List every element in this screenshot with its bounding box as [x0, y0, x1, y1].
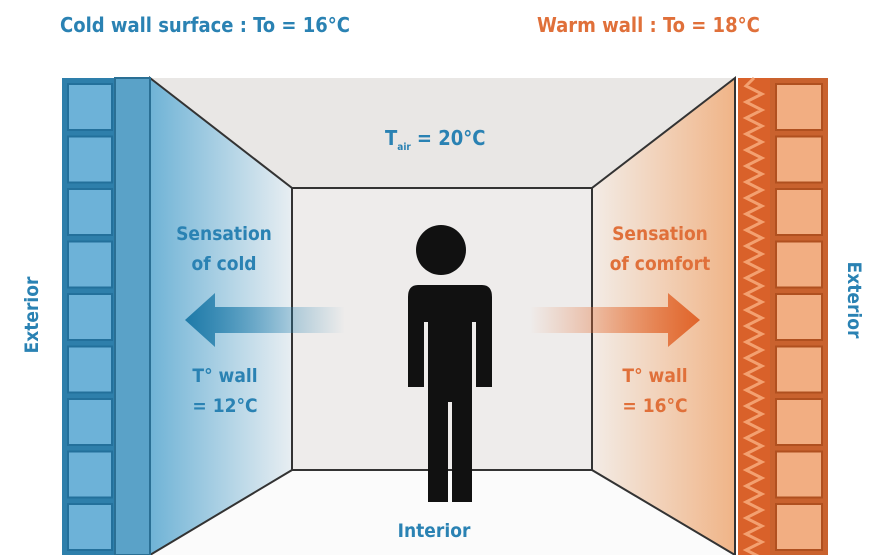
brick [775, 503, 823, 551]
brick [775, 188, 823, 236]
insulation-pattern [742, 76, 766, 555]
person [400, 225, 492, 502]
warm-title: Warm wall : To = 18°C [537, 13, 760, 37]
cold-title: Cold wall surface : To = 16°C [60, 13, 350, 37]
brick [775, 83, 823, 131]
exterior-right: Exterior [843, 262, 865, 340]
cold-sensation: of cold [191, 253, 256, 275]
interior-label: Interior [398, 520, 471, 542]
left-bricks [62, 78, 115, 555]
warm-sensation: Sensation [612, 223, 708, 245]
air-temp: Tair = 20°C [385, 126, 485, 153]
brick [775, 398, 823, 446]
room [62, 75, 828, 555]
warm-wall-temp: T° wall [622, 365, 687, 387]
cold-wall-temp: = 12°C [192, 395, 257, 417]
brick [67, 135, 113, 184]
brick [67, 293, 113, 341]
cold-sensation: Sensation [176, 223, 272, 245]
brick [67, 450, 113, 499]
left-panel [114, 77, 151, 555]
floor [150, 470, 735, 555]
brick [775, 293, 823, 341]
right-bricks [770, 78, 828, 555]
brick [775, 450, 823, 499]
brick [775, 345, 823, 394]
brick [775, 135, 823, 184]
brick [67, 240, 113, 289]
cold-wall-temp: T° wall [192, 365, 257, 387]
warm-sensation: of comfort [610, 253, 711, 275]
brick [67, 188, 113, 236]
warm-arrow [530, 293, 700, 347]
brick [67, 503, 113, 551]
cold-arrow [185, 293, 345, 347]
brick [67, 345, 113, 394]
exterior-left: Exterior [21, 276, 43, 354]
brick [67, 83, 113, 131]
brick [775, 240, 823, 289]
brick [67, 398, 113, 446]
warm-wall-temp: = 16°C [622, 395, 687, 417]
